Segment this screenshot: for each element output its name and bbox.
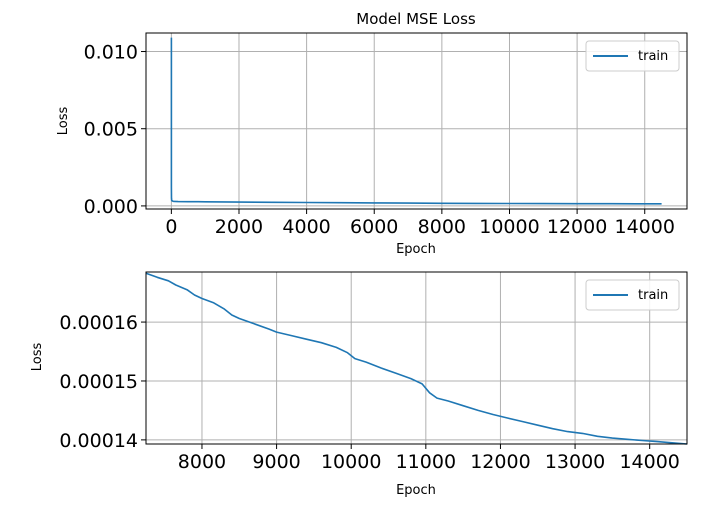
- bottom-x-tick-label: 10000: [321, 451, 381, 473]
- top-y-tick-label: 0.010: [84, 42, 138, 64]
- top-ticks: 0 2000 4000 6000 8000 10000 12000 14000 0.000 0.0…: [84, 42, 675, 238]
- bottom-x-tick-label: 11000: [396, 451, 456, 473]
- bottom-y-tick-label: 0.00016: [59, 312, 138, 334]
- top-chart: 0 2000 4000 6000 8000 10000 12000 14000 0.000 0.0…: [56, 10, 688, 257]
- top-x-tick-label: 8000: [418, 216, 466, 238]
- bottom-y-tick-label: 0.00015: [59, 371, 138, 393]
- top-x-tick-label: 4000: [282, 216, 330, 238]
- bottom-grid: [146, 272, 687, 444]
- bottom-legend-box: [585, 279, 680, 311]
- top-legend-box: [585, 40, 680, 72]
- bottom-series-layer: [145, 272, 688, 445]
- top-x-axis-label: Epoch: [396, 242, 436, 257]
- bottom-series-line-train: [145, 272, 688, 445]
- bottom-ticks: 8000 9000 10000 11000 12000 13000 14000 0.00014…: [59, 312, 679, 473]
- bottom-y-axis-label: Loss: [30, 343, 45, 372]
- bottom-axes-frame: [145, 271, 688, 445]
- bottom-x-tick-label: 13000: [545, 451, 605, 473]
- bottom-legend: train: [585, 279, 680, 311]
- top-grid: [146, 33, 687, 209]
- top-axes-frame: [145, 32, 688, 210]
- top-x-tick-label: 2000: [215, 216, 263, 238]
- top-series-line-train: [170, 37, 662, 205]
- top-legend-label: train: [638, 49, 668, 64]
- top-x-tick-label: 12000: [547, 216, 607, 238]
- top-series-layer: [170, 37, 662, 205]
- top-legend: train: [585, 40, 680, 72]
- top-x-tick-label: 14000: [615, 216, 675, 238]
- bottom-legend-label: train: [638, 288, 668, 303]
- bottom-x-axis-label: Epoch: [396, 483, 436, 498]
- bottom-x-tick-label: 14000: [619, 451, 679, 473]
- top-x-tick-label: 0: [165, 216, 177, 238]
- bottom-x-tick-label: 8000: [178, 451, 226, 473]
- top-y-tick-label: 0.000: [84, 196, 138, 218]
- bottom-chart: 8000 9000 10000 11000 12000 13000 14000 0.00014…: [30, 271, 688, 498]
- top-chart-title: Model MSE Loss: [356, 10, 476, 28]
- top-y-tick-label: 0.005: [84, 119, 138, 141]
- bottom-x-tick-label: 9000: [252, 451, 300, 473]
- bottom-x-tick-label: 12000: [470, 451, 530, 473]
- top-x-tick-label: 10000: [479, 216, 539, 238]
- top-y-axis-label: Loss: [56, 107, 71, 136]
- top-x-tick-label: 6000: [350, 216, 398, 238]
- bottom-y-tick-label: 0.00014: [59, 430, 138, 452]
